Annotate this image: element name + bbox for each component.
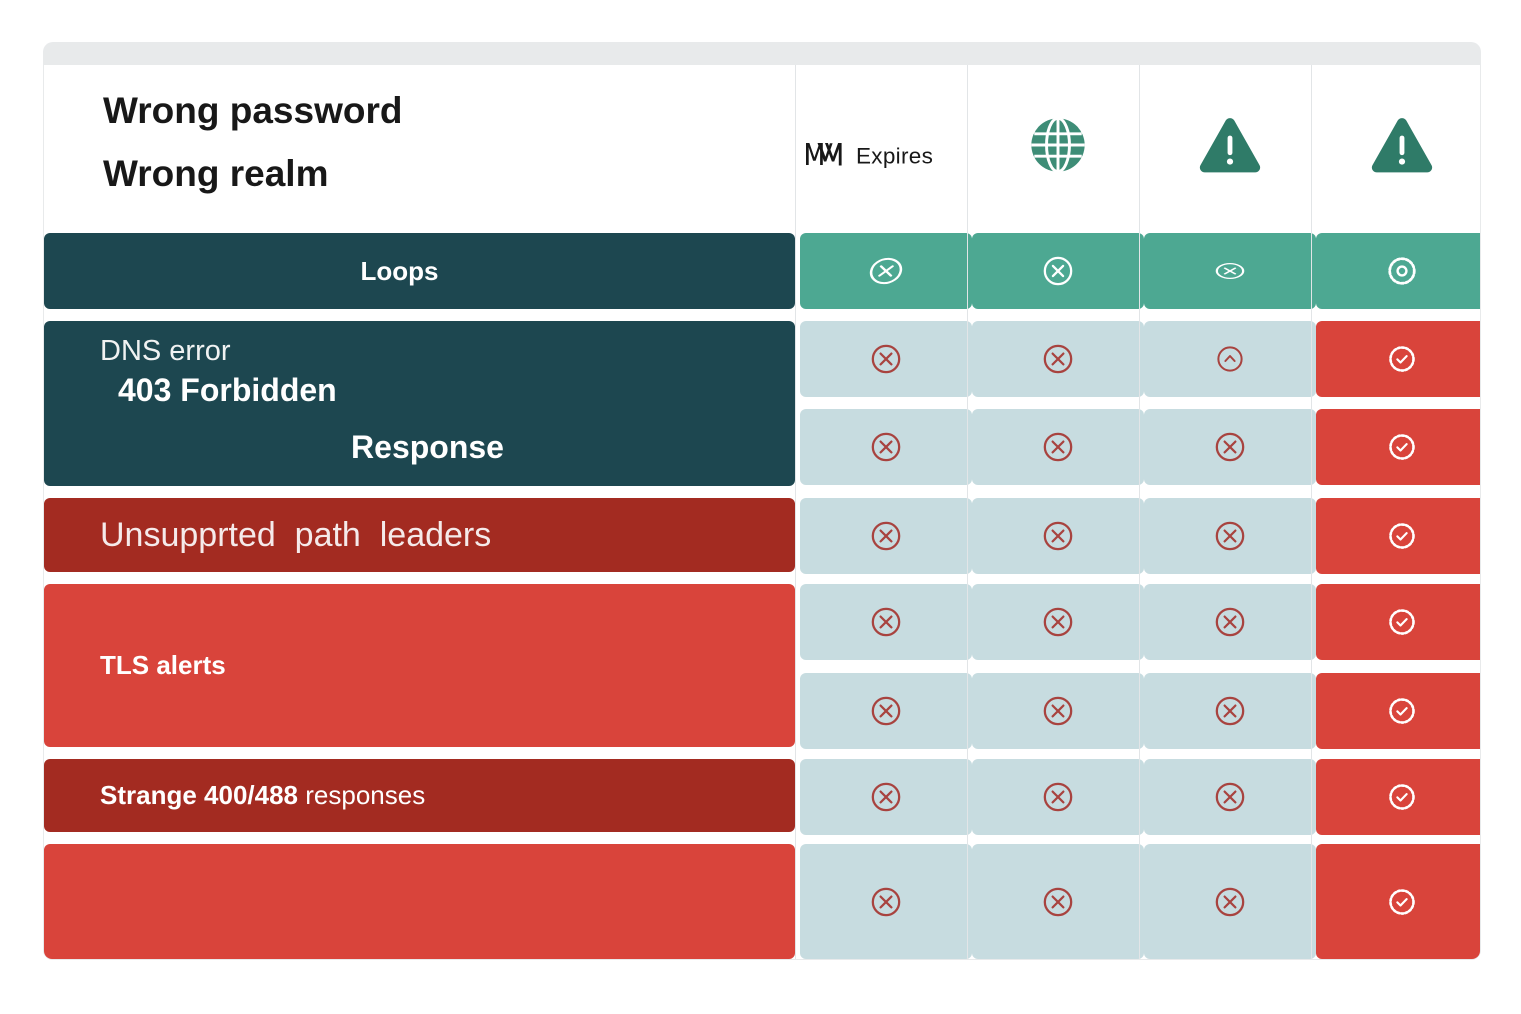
svg-text:Expires: Expires xyxy=(856,144,933,169)
